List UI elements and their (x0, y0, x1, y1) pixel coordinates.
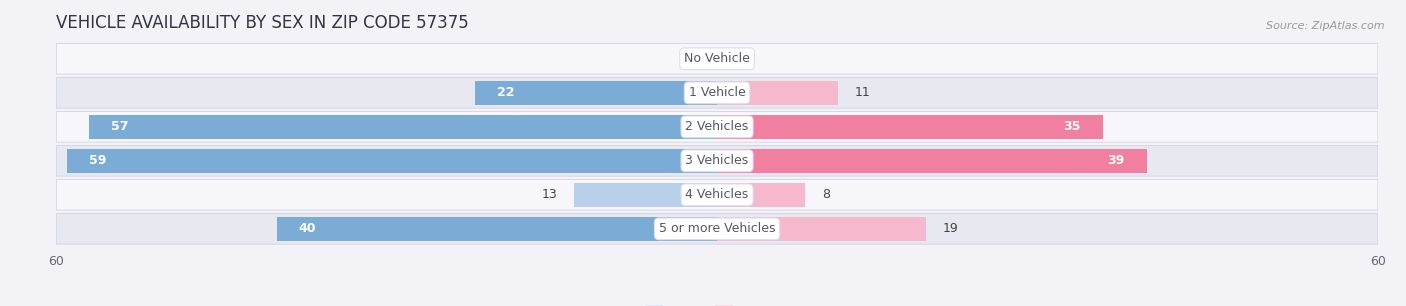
Text: 39: 39 (1108, 154, 1125, 167)
Bar (277, 217, 717, 241)
Bar (717, 183, 806, 207)
FancyBboxPatch shape (56, 180, 1378, 210)
Text: 5 or more Vehicles: 5 or more Vehicles (659, 222, 775, 235)
Text: 40: 40 (298, 222, 316, 235)
Bar (475, 80, 717, 105)
Text: 1 Vehicle: 1 Vehicle (689, 86, 745, 99)
Bar (574, 183, 717, 207)
Bar (67, 149, 717, 173)
Legend: Male, Female: Male, Female (640, 300, 794, 306)
Text: 22: 22 (496, 86, 515, 99)
Text: 35: 35 (1063, 120, 1080, 133)
Bar (89, 114, 717, 139)
Text: 59: 59 (89, 154, 107, 167)
Text: 19: 19 (943, 222, 959, 235)
Bar (717, 217, 927, 241)
FancyBboxPatch shape (56, 77, 1378, 108)
FancyBboxPatch shape (56, 111, 1378, 142)
Text: 8: 8 (821, 188, 830, 201)
Text: 0: 0 (688, 52, 695, 65)
FancyBboxPatch shape (56, 214, 1378, 244)
Text: VEHICLE AVAILABILITY BY SEX IN ZIP CODE 57375: VEHICLE AVAILABILITY BY SEX IN ZIP CODE … (56, 14, 470, 32)
Text: 13: 13 (541, 188, 557, 201)
Bar (717, 80, 838, 105)
Text: 11: 11 (855, 86, 870, 99)
Text: 0: 0 (740, 52, 747, 65)
Text: 4 Vehicles: 4 Vehicles (686, 188, 748, 201)
Text: No Vehicle: No Vehicle (685, 52, 749, 65)
Text: 2 Vehicles: 2 Vehicles (686, 120, 748, 133)
Text: Source: ZipAtlas.com: Source: ZipAtlas.com (1267, 21, 1385, 32)
Bar (717, 149, 1146, 173)
Bar (717, 114, 1102, 139)
Text: 3 Vehicles: 3 Vehicles (686, 154, 748, 167)
Text: 57: 57 (111, 120, 129, 133)
FancyBboxPatch shape (56, 43, 1378, 74)
FancyBboxPatch shape (56, 146, 1378, 176)
